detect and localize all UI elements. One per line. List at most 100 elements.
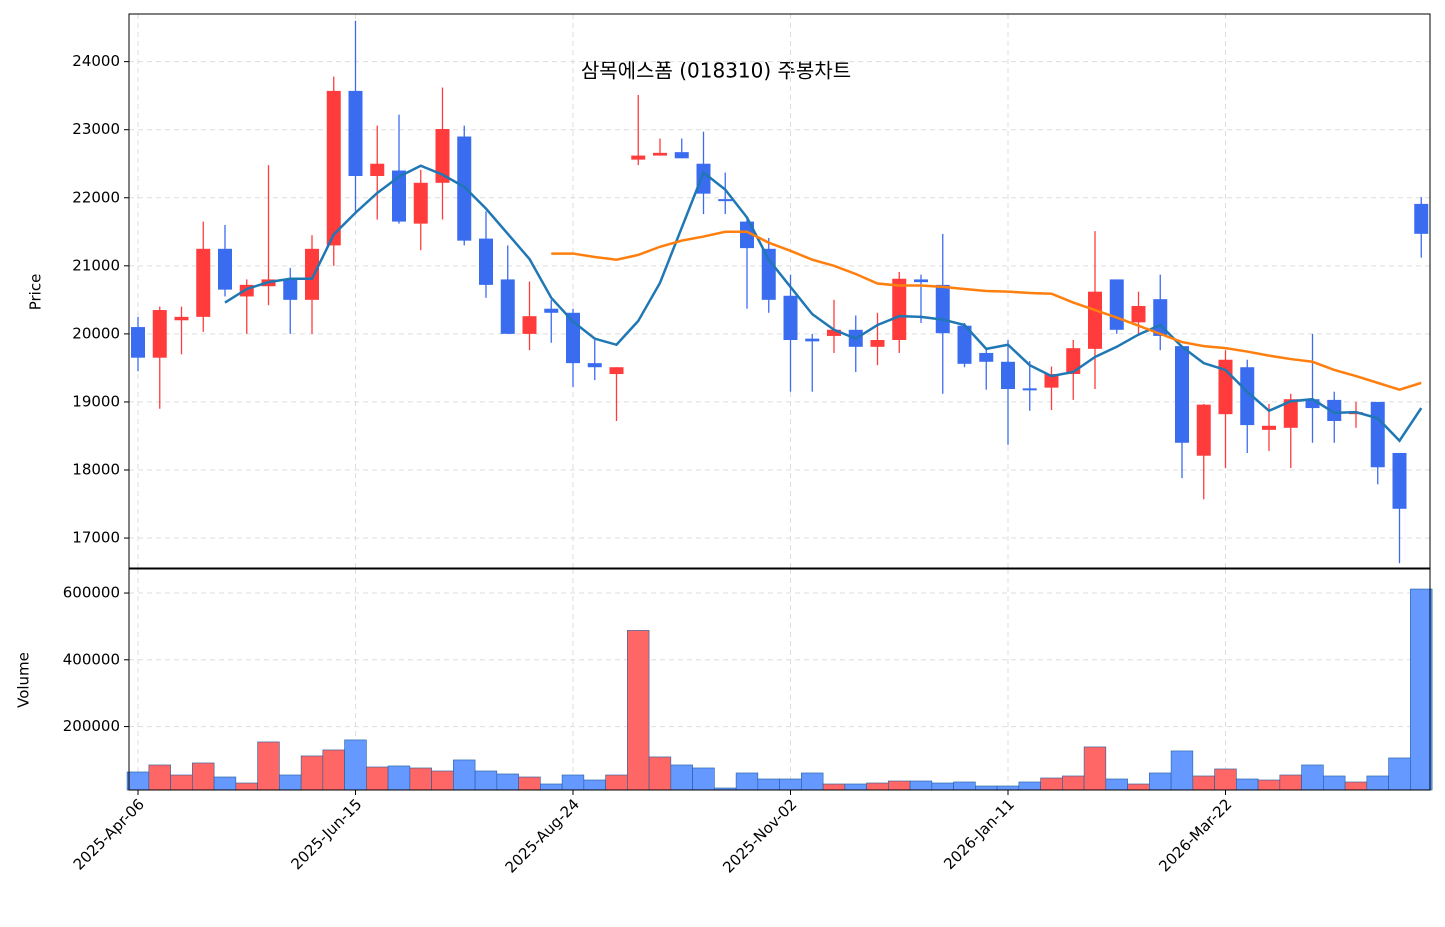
candle-body	[761, 248, 776, 300]
volume-bar	[670, 764, 693, 791]
candle-body	[1022, 388, 1037, 391]
candle-body	[174, 316, 189, 321]
candle-body	[827, 329, 841, 336]
candle-body	[326, 90, 341, 246]
y-tick-label: 19000	[72, 392, 120, 410]
volume-bar	[931, 782, 954, 791]
volume-bar	[518, 776, 541, 791]
volume-bar	[1323, 775, 1346, 791]
volume-bar	[322, 749, 345, 791]
volume-bar	[496, 773, 519, 791]
volume-bar	[779, 778, 802, 791]
volume-bar	[148, 764, 171, 791]
candle-body	[653, 152, 667, 156]
candle-body	[935, 284, 950, 334]
y-tick-label: 17000	[72, 529, 120, 547]
candle-body	[196, 248, 211, 317]
volume-bar	[648, 756, 672, 791]
candle-body	[1175, 346, 1189, 443]
price-frame	[128, 13, 1431, 569]
y-tick-label: 21000	[72, 256, 120, 274]
volume-frame	[128, 568, 1431, 791]
candle-body	[283, 279, 298, 300]
candle-body	[914, 279, 928, 283]
candle-body	[740, 221, 754, 249]
candle-body	[218, 248, 232, 290]
y-tick-label: 600000	[63, 584, 120, 602]
volume-bar	[1257, 779, 1281, 791]
candle-body	[718, 199, 733, 202]
volume-bar	[1149, 772, 1172, 791]
volume-bar	[474, 770, 498, 791]
candle-body	[152, 310, 167, 358]
x-tick-label: 2025-Aug-24	[502, 795, 583, 876]
volume-bar	[1018, 781, 1041, 791]
volume-bar	[170, 774, 193, 791]
candle-body	[587, 363, 602, 368]
volume-bar	[692, 767, 715, 791]
volume-bar	[888, 780, 911, 791]
candle-body	[435, 129, 450, 183]
candle-body	[870, 340, 885, 347]
candle-body	[609, 367, 624, 375]
y-tick-label: 22000	[72, 188, 120, 206]
candle-body	[131, 327, 145, 358]
candle-body	[1305, 399, 1320, 409]
volume-bar	[300, 755, 324, 791]
volume-bar	[344, 739, 367, 791]
volume-bar	[953, 781, 976, 791]
volume-bar	[1214, 768, 1237, 791]
candle-body	[892, 278, 907, 341]
volume-bar	[1127, 783, 1150, 791]
volume-bar	[1170, 750, 1194, 791]
candle-body	[413, 182, 428, 224]
chart-title: 삼목에스폼 (018310) 주봉차트	[581, 59, 851, 83]
candle-body	[696, 163, 711, 194]
volume-bar	[975, 785, 998, 791]
volume-bar	[844, 783, 867, 791]
volume-bar	[540, 783, 563, 791]
volume-bar	[279, 774, 302, 791]
y-axis-label: Volume	[15, 652, 33, 708]
y-tick-label: 23000	[72, 120, 120, 138]
volume-bar	[1192, 775, 1215, 791]
y-tick-label: 24000	[72, 52, 120, 70]
x-tick-label: 2026-Jan-11	[940, 795, 1018, 873]
y-tick-label: 20000	[72, 324, 120, 342]
candle-body	[544, 308, 559, 313]
volume-bar	[1083, 746, 1107, 791]
candle-body	[1001, 361, 1015, 390]
x-tick-label: 2026-Mar-22	[1155, 795, 1235, 875]
moving-average-line	[551, 230, 1422, 391]
candle-body	[479, 238, 493, 285]
volume-bar	[1410, 588, 1433, 791]
x-tick-label: 2025-Nov-02	[719, 795, 800, 876]
volume-bar	[213, 776, 237, 791]
volume-bar	[735, 772, 759, 791]
candle-body	[1109, 279, 1124, 330]
volume-bar	[866, 782, 889, 791]
volume-bar	[561, 774, 585, 791]
candle-body	[674, 152, 689, 159]
volume-bar	[822, 783, 846, 791]
volume-bar	[1301, 764, 1324, 791]
volume-bar	[801, 772, 824, 791]
volume-bar	[605, 774, 628, 791]
volume-bar	[909, 780, 933, 791]
volume-bar	[126, 771, 150, 791]
volume-bar	[387, 765, 411, 791]
x-tick-label: 2025-Jun-15	[287, 795, 365, 873]
candle-body	[1088, 291, 1102, 349]
volume-bar	[1388, 757, 1411, 791]
volume-bar	[1344, 781, 1368, 791]
candle-body	[1370, 401, 1385, 468]
x-tick-label: 2025-Apr-06	[70, 795, 148, 873]
candle-body	[392, 170, 406, 222]
moving-average-line	[224, 164, 1423, 443]
candle-body	[1044, 374, 1059, 388]
candle-body	[370, 163, 385, 176]
y-tick-label: 18000	[72, 460, 120, 478]
candle-body	[500, 279, 515, 334]
volume-bar	[366, 766, 389, 791]
